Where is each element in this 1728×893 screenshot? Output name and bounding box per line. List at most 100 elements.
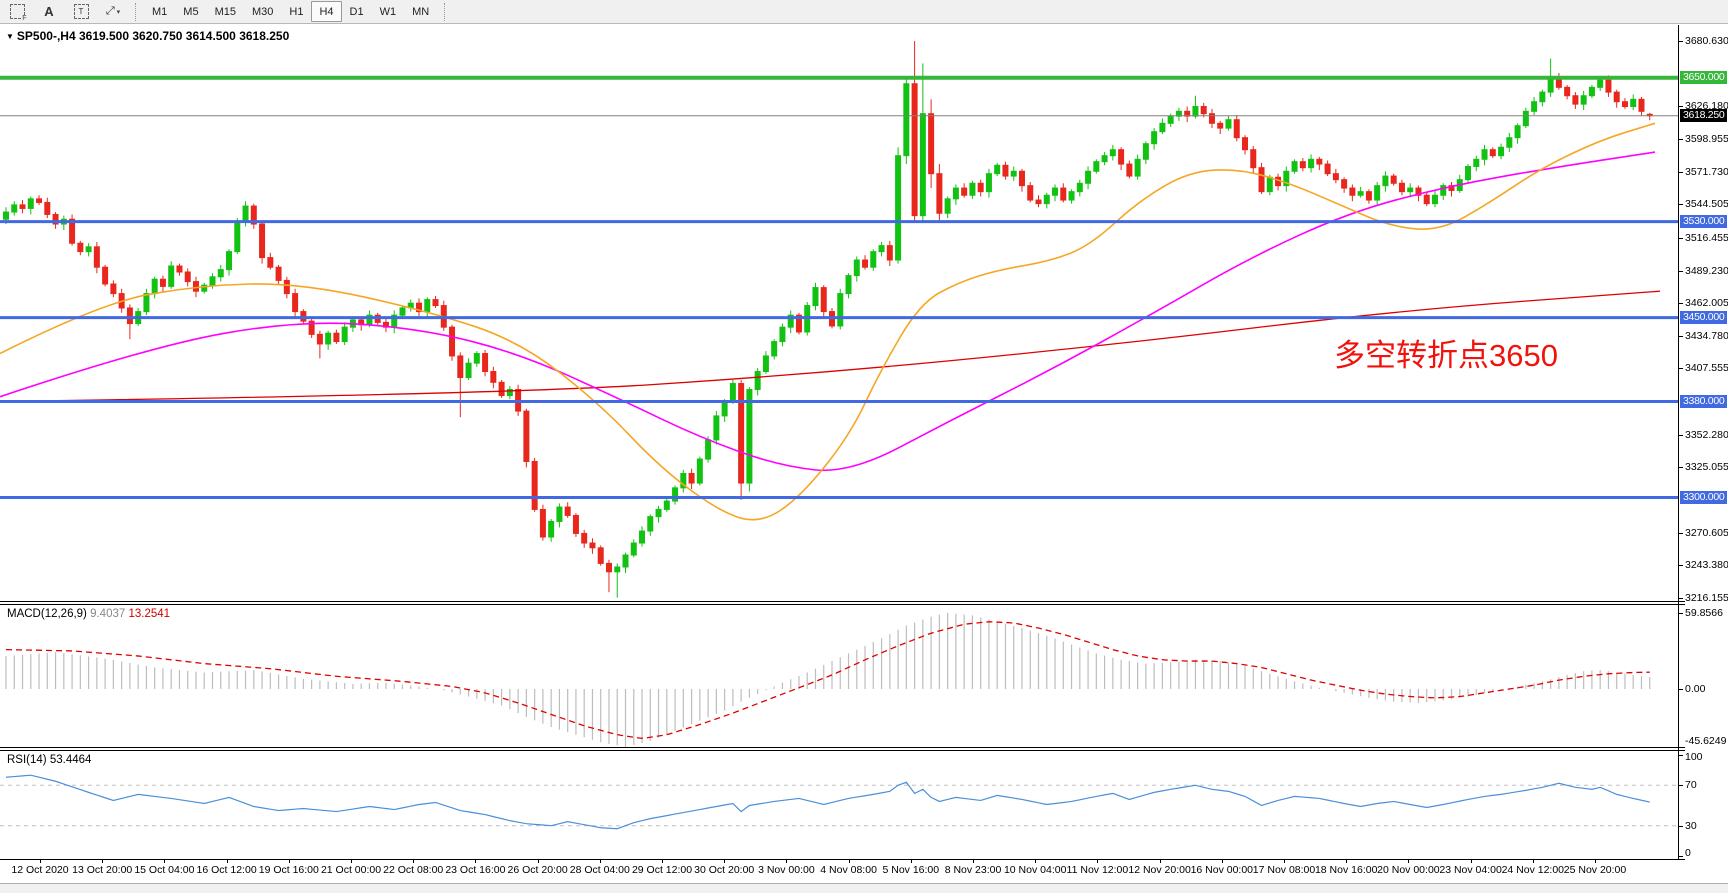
candle bbox=[1299, 158, 1306, 172]
ohlc-open: 3619.500 bbox=[78, 29, 130, 43]
timeframe-button-m1[interactable]: M1 bbox=[152, 5, 168, 18]
timeframe-button-m5[interactable]: M5 bbox=[183, 5, 199, 18]
candle bbox=[853, 256, 860, 282]
candle bbox=[754, 367, 761, 396]
price-chart-panel[interactable]: ▼ SP500-,H4 3619.500 3620.750 3614.500 36… bbox=[0, 25, 1678, 601]
candle bbox=[110, 280, 117, 298]
time-tick bbox=[599, 859, 601, 863]
candle bbox=[308, 317, 315, 338]
time-tick bbox=[1159, 859, 1161, 863]
timeframe-button-mn[interactable]: MN bbox=[412, 5, 430, 18]
candle bbox=[787, 310, 794, 334]
candle bbox=[1233, 114, 1240, 142]
price-badge: 3380.000 bbox=[1680, 395, 1727, 409]
candle bbox=[44, 197, 51, 219]
candle bbox=[1398, 179, 1405, 196]
candle bbox=[143, 288, 150, 316]
rsi-plot[interactable] bbox=[0, 751, 1678, 859]
timeframe-button-m30[interactable]: M30 bbox=[251, 5, 274, 18]
candle bbox=[1473, 155, 1480, 172]
candle bbox=[316, 330, 323, 359]
time-tick-label: 15 Oct 04:00 bbox=[134, 864, 195, 876]
candle bbox=[639, 526, 646, 547]
candle bbox=[1093, 159, 1100, 174]
axis-tick bbox=[1679, 565, 1683, 567]
candle bbox=[523, 408, 530, 468]
time-tick-label: 16 Nov 00:00 bbox=[1190, 864, 1254, 876]
candle bbox=[341, 322, 348, 346]
time-tick bbox=[102, 859, 104, 863]
axis-tick bbox=[1679, 171, 1683, 173]
price-tick-label: 3325.055 bbox=[1685, 461, 1728, 474]
timeframe-button-h1[interactable]: H1 bbox=[289, 5, 304, 18]
timeframe-button-d1[interactable]: D1 bbox=[349, 5, 364, 18]
candle bbox=[217, 264, 224, 282]
candle bbox=[944, 196, 951, 219]
axis-tick bbox=[1679, 138, 1683, 140]
time-tick bbox=[288, 859, 290, 863]
candle bbox=[779, 323, 786, 347]
rsi-tick-label: 70 bbox=[1685, 779, 1697, 792]
price-tick-label: 3407.555 bbox=[1685, 362, 1728, 375]
panel-separator[interactable] bbox=[0, 604, 1685, 605]
macd-indicator-panel[interactable]: MACD(12,26,9) 9.4037 13.2541 bbox=[0, 605, 1678, 747]
chart-toolbar: F A T ⤢ ▾ M1 M5 M15 M30 H1 H4 D1 W1 MN bbox=[0, 0, 1728, 24]
candle bbox=[886, 240, 893, 267]
price-tick-label: 3489.230 bbox=[1685, 264, 1728, 277]
candle bbox=[1465, 164, 1472, 184]
candle bbox=[159, 275, 166, 293]
price-badge: 3300.000 bbox=[1680, 490, 1727, 504]
price-tick-label: 3270.605 bbox=[1685, 526, 1728, 539]
time-tick bbox=[1097, 859, 1099, 863]
timeframe-bar: M1 M5 M15 M30 H1 H4 D1 W1 MN bbox=[144, 1, 437, 22]
rect-select-tool-button[interactable]: F bbox=[2, 1, 32, 23]
rsi-tick-label: 30 bbox=[1685, 819, 1697, 832]
candle bbox=[795, 312, 802, 335]
panel-separator[interactable] bbox=[0, 747, 1685, 748]
candle bbox=[1423, 191, 1430, 207]
text-tool-button[interactable]: T bbox=[66, 1, 96, 23]
time-tick-label: 22 Oct 08:00 bbox=[383, 864, 444, 876]
timeframe-button-m15[interactable]: M15 bbox=[214, 5, 236, 18]
price-tick-label: 3243.380 bbox=[1685, 559, 1728, 572]
time-tick bbox=[1221, 859, 1223, 863]
timeframe-button-w1[interactable]: W1 bbox=[379, 5, 397, 18]
candle bbox=[746, 387, 753, 492]
price-badge: 3618.250 bbox=[1680, 109, 1727, 123]
arrow-objects-button[interactable]: ⤢ ▾ bbox=[98, 1, 128, 23]
price-badge: 3530.000 bbox=[1680, 215, 1727, 229]
candle bbox=[432, 295, 439, 308]
candle bbox=[1522, 107, 1529, 129]
time-tick bbox=[910, 859, 912, 863]
candle bbox=[556, 503, 563, 528]
candle bbox=[952, 184, 959, 205]
timeframe-button-h4[interactable]: H4 bbox=[311, 1, 342, 22]
time-tick bbox=[1284, 859, 1285, 863]
candle bbox=[201, 282, 208, 294]
candle bbox=[878, 242, 885, 257]
candle bbox=[1316, 156, 1323, 171]
macd-plot[interactable] bbox=[0, 605, 1678, 747]
candle bbox=[259, 220, 266, 264]
time-axis-line bbox=[0, 859, 1685, 860]
axis-tick bbox=[1679, 746, 1683, 748]
price-axis[interactable]: 3680.630 3626.180 3598.955 3571.730 3544.505… bbox=[1679, 25, 1728, 604]
time-axis[interactable]: 12 Oct 2020 13 Oct 20:00 15 Oct 04:00 16 Oc… bbox=[0, 859, 1685, 883]
time-tick-label: 30 Oct 20:00 bbox=[694, 864, 755, 876]
candle bbox=[1200, 102, 1207, 118]
candle bbox=[77, 240, 84, 256]
panel-separator[interactable] bbox=[0, 750, 1685, 751]
rsi-indicator-panel[interactable]: RSI(14) 53.4464 bbox=[0, 751, 1678, 859]
candle bbox=[771, 339, 778, 360]
toolbar-separator bbox=[135, 2, 137, 21]
candle bbox=[1085, 166, 1092, 190]
panel-separator[interactable] bbox=[0, 601, 1685, 602]
candle bbox=[845, 273, 852, 299]
candle bbox=[151, 276, 158, 299]
text-tool-icon: T bbox=[73, 4, 89, 19]
candle bbox=[1621, 98, 1628, 109]
time-tick-label: 19 Oct 16:00 bbox=[258, 864, 319, 876]
text-label-tool-button[interactable]: A bbox=[34, 1, 64, 23]
candle bbox=[1076, 179, 1083, 197]
candlestick-chart[interactable] bbox=[0, 25, 1678, 601]
